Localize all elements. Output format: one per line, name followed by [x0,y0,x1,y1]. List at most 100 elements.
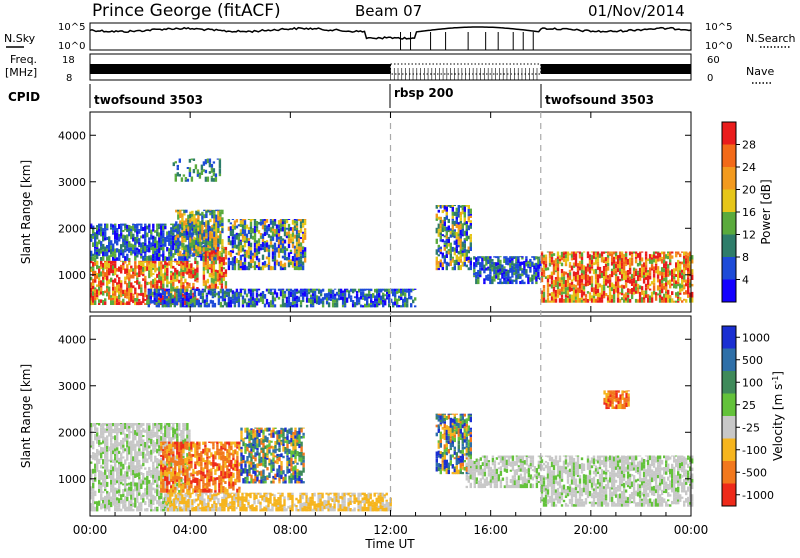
power-data-cell [179,224,181,228]
power-data-cell [545,257,547,261]
power-data-cell [629,266,631,268]
power-data-cell [629,299,631,303]
vel-data-cell [92,483,94,488]
vel-data-cell [150,459,152,462]
power-data-cell [292,239,294,242]
power-data-cell [232,248,234,250]
power-data-cell [460,218,462,221]
cpid-label: CPID [8,90,40,104]
power-data-cell [629,268,631,272]
power-data-cell [557,267,559,271]
vel-data-cell [120,462,122,467]
vel-data-cell [240,464,242,470]
power-data-cell [268,252,270,257]
power-data-cell [172,245,174,250]
power-data-cell [196,280,198,282]
power-data-cell [607,263,609,266]
vel-data-cell [234,482,236,485]
vel-data-cell [190,464,192,469]
vel-data-cell [120,432,122,435]
power-data-cell [240,219,242,220]
power-data-cell [290,250,292,252]
vel-data-cell [120,440,122,445]
vel-data-cell [238,463,240,467]
vel-data-cell [240,428,242,431]
power-data-cell [262,291,264,294]
power-data-cell [134,288,136,292]
power-data-cell [601,252,603,257]
power-data-cell [446,206,448,211]
power-data-cell [505,256,507,258]
power-data-cell [240,255,242,261]
power-data-cell [180,292,182,295]
vel-data-cell [136,456,138,460]
power-data-cell [635,269,637,271]
power-data-cell [240,249,242,253]
power-data-cell [205,233,207,237]
power-data-cell [499,260,501,264]
power-data-cell [661,272,663,276]
power-data-cell [164,291,166,296]
power-data-cell [92,267,94,269]
power-data-cell [130,266,132,269]
power-data-cell [262,299,264,304]
power-data-cell [683,272,685,275]
power-data-cell [615,274,617,276]
power-data-cell [603,286,605,290]
power-data-cell [284,267,286,270]
power-data-cell [120,249,122,253]
power-data-cell [555,299,557,303]
vel-data-cell [238,442,240,443]
power-data-cell [489,271,491,275]
power-data-cell [150,296,152,300]
vel-data-cell [174,487,176,490]
power-data-cell [601,285,603,290]
power-data-cell [206,300,208,303]
vel-data-cell [138,477,140,480]
power-data-cell [272,237,274,241]
vel-data-cell [250,475,252,479]
freq-block-3 [541,64,691,74]
vel-data-cell [156,507,158,509]
power-data-cell [193,159,195,162]
power-data-cell [601,257,603,263]
power-data-cell [180,289,182,290]
power-data-cell [577,271,579,275]
power-data-cell [166,268,168,273]
vel-data-cell [120,423,122,424]
vel-data-cell [120,457,122,462]
vel-data-cell [92,441,94,445]
power-data-cell [296,221,298,223]
power-data-cell [274,219,276,222]
power-data-cell [201,225,203,230]
power-data-cell [298,233,300,235]
power-data-cell [120,236,122,238]
power-data-cell [470,209,472,214]
power-data-cell [344,293,346,297]
vel-data-cell [120,498,122,500]
power-data-cell [217,286,219,289]
power-data-cell [531,281,533,284]
power-data-cell [183,213,185,215]
power-data-cell [177,229,179,231]
vel-data-cell [212,460,214,462]
power-data-cell [102,283,104,286]
vel-data-cell [126,456,128,460]
power-data-cell [179,210,181,213]
vel-data-cell [94,493,96,496]
power-data-cell [304,219,306,220]
vel-data-cell [108,508,110,511]
power-data-cell [653,273,655,277]
colorbar-swatch [722,212,736,235]
power-data-cell [200,305,202,308]
power-data-cell [246,294,248,298]
vel-data-cell [214,490,216,493]
vel-data-cell [140,507,142,511]
power-data-cell [438,268,440,270]
power-data-cell [314,291,316,293]
power-data-cell [529,267,531,269]
vel-data-cell [130,453,132,455]
power-data-cell [94,287,96,289]
power-colorbar-label: Power [dB] [759,179,773,244]
power-data-cell [284,291,286,294]
